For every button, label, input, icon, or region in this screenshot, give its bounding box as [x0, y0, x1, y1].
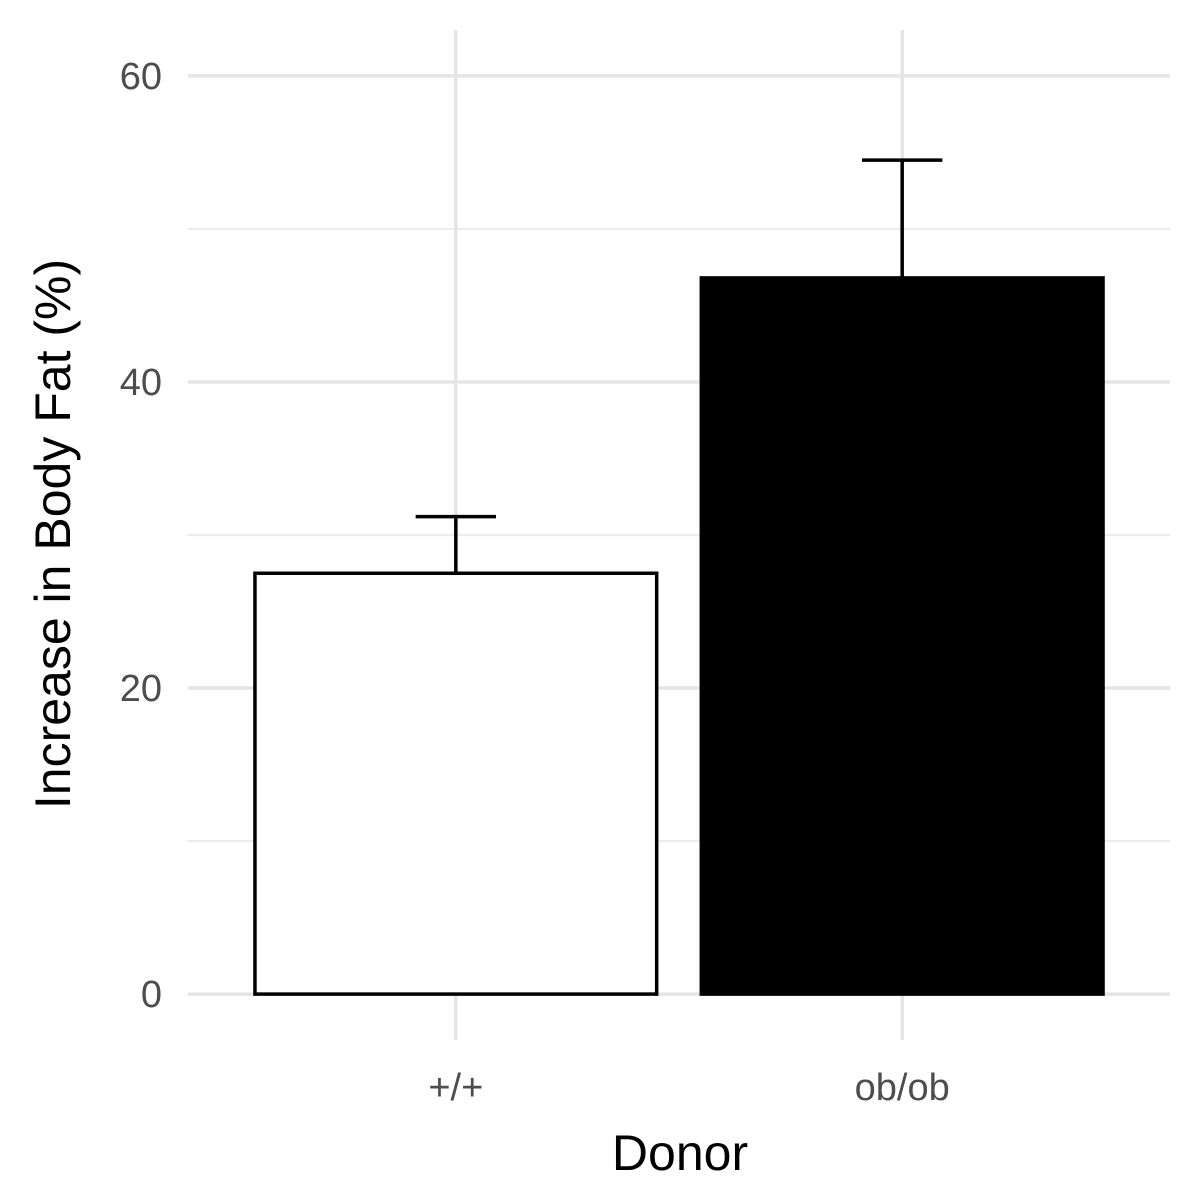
y-axis-tick-labels: 0 20 40 60	[120, 56, 162, 1016]
bar-1	[699, 276, 1105, 996]
y-axis-title: Increase in Body Fat (%)	[25, 259, 81, 809]
error-bar-1	[862, 158, 943, 278]
x-axis-title: Donor	[612, 1125, 748, 1181]
y-tick-label: 40	[120, 362, 162, 404]
y-tick-label: 60	[120, 56, 162, 98]
error-bars	[415, 158, 943, 574]
bars	[253, 276, 1105, 996]
x-tick-label: +/+	[428, 1067, 483, 1109]
x-axis-tick-labels: +/+ ob/ob	[428, 1067, 949, 1109]
error-bar-0	[415, 514, 496, 574]
y-tick-label: 20	[120, 668, 162, 710]
x-tick-label: ob/ob	[855, 1067, 950, 1109]
y-tick-label: 0	[141, 974, 162, 1016]
bar-0	[253, 571, 659, 996]
